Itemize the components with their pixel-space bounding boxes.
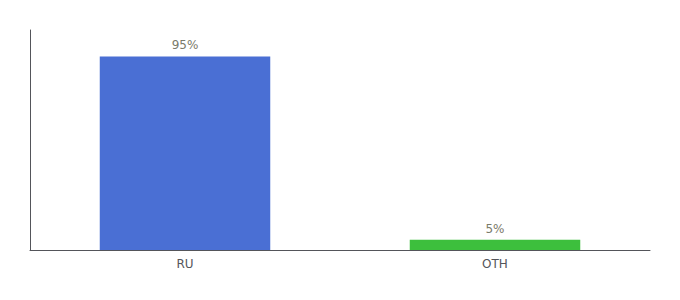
svg-text:OTH: OTH — [482, 257, 508, 271]
svg-text:5%: 5% — [485, 222, 504, 236]
svg-text:95%: 95% — [172, 38, 199, 52]
svg-text:RU: RU — [176, 257, 193, 271]
